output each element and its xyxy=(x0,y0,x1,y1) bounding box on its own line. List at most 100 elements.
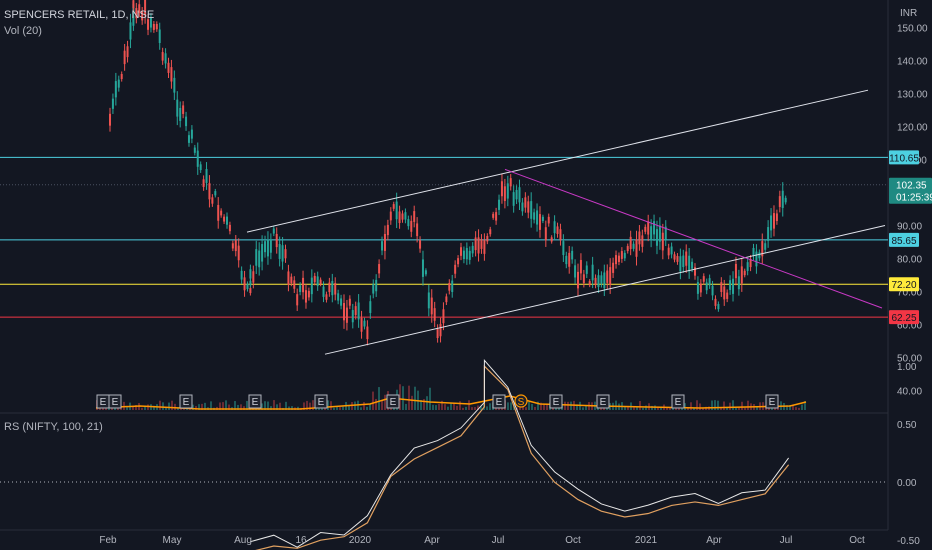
candle-body xyxy=(606,270,609,283)
volume-bar xyxy=(291,406,293,410)
candle-body xyxy=(632,243,635,249)
candle-body xyxy=(676,256,679,262)
volume-bar xyxy=(153,405,155,410)
volume-bar xyxy=(600,407,602,410)
rs-ma-line xyxy=(255,364,790,550)
candle-body xyxy=(538,214,541,230)
candle-body xyxy=(732,278,735,294)
candle-body xyxy=(647,221,650,235)
candle-body xyxy=(129,22,132,40)
candle-body xyxy=(413,211,416,222)
candle-body xyxy=(383,233,386,251)
volume-bar xyxy=(195,406,197,410)
candle-body xyxy=(495,212,498,221)
volume-bar xyxy=(720,407,722,410)
candle-body xyxy=(714,298,717,306)
time-tick-label: Oct xyxy=(565,535,581,546)
price-tick-label: 130.00 xyxy=(897,90,928,101)
candle-body xyxy=(603,272,606,289)
chart-title[interactable]: SPENCERS RETAIL, 1D, NSE xyxy=(4,9,155,21)
candle-body xyxy=(141,11,144,21)
candle-body xyxy=(679,256,682,272)
candle-body xyxy=(620,251,623,259)
candle-body xyxy=(366,326,369,340)
volume-bar xyxy=(792,404,794,410)
split-marker xyxy=(514,394,528,408)
volume-bar xyxy=(342,406,344,410)
candle-body xyxy=(109,113,111,126)
volume-bar xyxy=(732,400,734,410)
candle-body xyxy=(477,237,480,254)
volume-bar xyxy=(669,407,671,410)
candle-body xyxy=(460,247,462,256)
candle-body xyxy=(527,201,530,213)
volume-bar xyxy=(795,407,797,410)
volume-bar xyxy=(306,400,308,410)
candle-body xyxy=(749,259,752,268)
candle-body xyxy=(419,240,422,249)
volume-bar xyxy=(267,401,269,410)
candle-body xyxy=(351,310,354,323)
last-price-label: 102.35 xyxy=(896,181,927,192)
candle-body xyxy=(185,116,188,127)
candle-body xyxy=(187,135,190,143)
rs-tick-label: 0.50 xyxy=(897,420,917,431)
candle-body xyxy=(135,8,138,19)
volume-bar xyxy=(582,407,584,410)
earnings-marker-label: E xyxy=(183,397,190,408)
volume-bar xyxy=(660,406,662,410)
candle-body xyxy=(597,275,600,288)
candle-body xyxy=(234,240,237,252)
candle-body xyxy=(740,266,743,284)
candle-body xyxy=(699,283,702,293)
volume-bar xyxy=(735,407,737,410)
volume-bar xyxy=(303,402,305,410)
upper-channel-line xyxy=(246,89,869,233)
volume-bar xyxy=(204,402,206,410)
candle-body xyxy=(667,247,670,256)
volume-bar xyxy=(288,406,290,410)
falling-trendline xyxy=(504,168,883,309)
candle-body xyxy=(755,251,758,267)
candle-body xyxy=(152,23,155,30)
candle-body xyxy=(401,213,404,220)
candle-body xyxy=(307,290,310,298)
candle-body xyxy=(600,275,603,284)
volume-bar xyxy=(174,403,176,410)
candle-body xyxy=(784,197,787,203)
volume-bar xyxy=(264,401,266,410)
candle-body xyxy=(694,267,696,276)
candle-body xyxy=(193,147,196,153)
volume-bar xyxy=(111,407,113,410)
candle-body xyxy=(480,239,483,249)
volume-bar xyxy=(480,406,482,410)
volume-indicator-label[interactable]: Vol (20) xyxy=(4,25,42,37)
candle-body xyxy=(132,15,135,26)
candle-body xyxy=(392,204,395,209)
volume-bar xyxy=(627,405,629,410)
price-tick-label: 140.00 xyxy=(897,57,928,68)
candle-body xyxy=(416,223,419,237)
volume-bar xyxy=(432,404,434,410)
earnings-marker-label: E xyxy=(390,397,397,408)
volume-bar xyxy=(717,400,719,410)
volume-bar xyxy=(789,405,791,410)
candle-body xyxy=(486,235,489,242)
rs-indicator-label[interactable]: RS (NIFTY, 100, 21) xyxy=(4,421,103,433)
candle-body xyxy=(293,280,296,289)
candle-body xyxy=(498,199,501,210)
time-tick-label: 16 xyxy=(295,535,307,546)
candle-body xyxy=(726,292,729,299)
candle-body xyxy=(609,267,612,285)
candle-body xyxy=(179,107,182,121)
volume-bar xyxy=(135,405,137,410)
lower-channel-line xyxy=(324,225,886,355)
volume-bar xyxy=(738,406,740,410)
candle-body xyxy=(249,269,252,279)
volume-bar xyxy=(429,387,431,410)
level-tag xyxy=(889,150,919,165)
candle-body xyxy=(328,282,331,293)
candle-body xyxy=(331,280,334,296)
volume-bar xyxy=(384,394,386,410)
